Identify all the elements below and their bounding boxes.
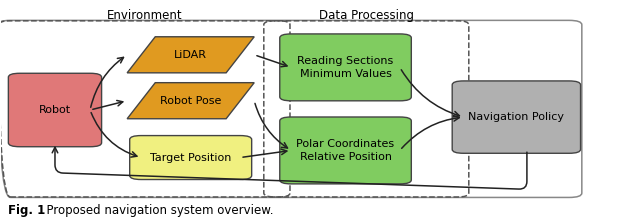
FancyBboxPatch shape <box>130 136 252 180</box>
Text: Fig. 1: Fig. 1 <box>8 204 45 217</box>
Text: Robot Pose: Robot Pose <box>160 96 221 106</box>
Polygon shape <box>127 37 254 73</box>
Text: Robot: Robot <box>39 105 71 115</box>
Text: LiDAR: LiDAR <box>174 50 207 60</box>
FancyBboxPatch shape <box>280 34 412 101</box>
Text: Target Position: Target Position <box>150 152 232 163</box>
FancyBboxPatch shape <box>8 73 102 147</box>
Polygon shape <box>127 83 254 119</box>
Text: Data Processing: Data Processing <box>319 9 414 22</box>
FancyBboxPatch shape <box>452 81 580 153</box>
Text: Proposed navigation system overview.: Proposed navigation system overview. <box>39 204 273 217</box>
Text: Polar Coordinates
Relative Position: Polar Coordinates Relative Position <box>296 139 395 162</box>
Text: Navigation Policy: Navigation Policy <box>468 112 564 122</box>
FancyBboxPatch shape <box>280 117 412 184</box>
Text: Environment: Environment <box>107 9 182 22</box>
Text: Reading Sections
Minimum Values: Reading Sections Minimum Values <box>298 56 394 79</box>
